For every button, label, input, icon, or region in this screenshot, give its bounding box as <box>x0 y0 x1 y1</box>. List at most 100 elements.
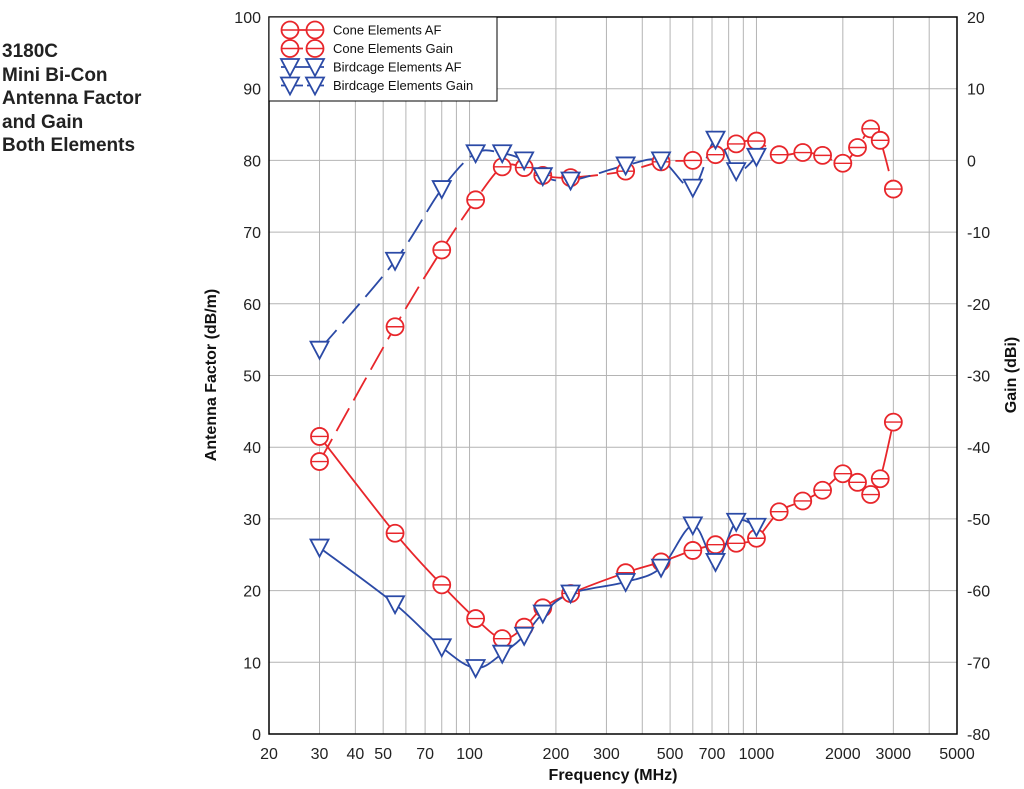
series-point-2 <box>385 317 405 337</box>
series-point-2 <box>747 131 766 151</box>
series-point-1 <box>466 609 486 628</box>
y-tick-label-right: -70 <box>967 655 990 672</box>
legend-label: Cone Elements Gain <box>333 41 453 56</box>
x-tick-label: 3000 <box>876 746 912 763</box>
series-point-3 <box>532 604 554 625</box>
series-point-2 <box>432 240 452 260</box>
y-tick-label-right: -20 <box>967 297 990 314</box>
series-point-3 <box>560 584 582 605</box>
series-point-2 <box>883 179 903 199</box>
y-tick-label-right: -60 <box>967 584 990 601</box>
series-markers <box>309 119 903 679</box>
y-tick-label-right: 10 <box>967 82 985 99</box>
series-point-3 <box>705 553 727 573</box>
y-tick-label-left: 20 <box>243 584 261 601</box>
series-point-1 <box>870 469 890 489</box>
series-point-1 <box>848 472 867 492</box>
series-point-4 <box>560 171 582 192</box>
y-tick-label-left: 50 <box>243 369 261 386</box>
y-axis-title-left: Antenna Factor (dB/m) <box>203 289 220 461</box>
series-point-1 <box>861 485 881 504</box>
series-point-1 <box>769 502 789 522</box>
y-tick-label-left: 60 <box>243 297 261 314</box>
series-point-4 <box>513 151 535 172</box>
y-tick-label-left: 100 <box>234 10 261 27</box>
x-tick-label: 200 <box>543 746 570 763</box>
x-tick-label: 70 <box>416 746 434 763</box>
y-tick-label-left: 70 <box>243 225 261 242</box>
series-point-2 <box>683 150 703 170</box>
series-point-2 <box>813 145 832 165</box>
legend-marker <box>305 39 325 58</box>
series-point-1 <box>683 541 703 560</box>
series-point-4 <box>745 147 767 168</box>
plot-frame <box>268 16 958 735</box>
series-point-1 <box>492 629 512 649</box>
x-tick-label: 50 <box>374 746 392 763</box>
y-tick-label-left: 30 <box>243 512 261 529</box>
legend-label: Birdcage Elements Gain <box>333 78 473 93</box>
y-tick-label-right: 0 <box>967 153 976 170</box>
series-point-1 <box>833 464 853 484</box>
legend-marker <box>279 76 301 97</box>
series-point-3 <box>725 512 747 533</box>
series-point-4 <box>384 251 406 272</box>
series-point-3 <box>513 626 535 647</box>
series-point-2 <box>870 130 890 150</box>
y-tick-label-right: -50 <box>967 512 990 529</box>
y-tick-label-right: -40 <box>967 440 990 457</box>
series-point-1 <box>793 491 813 511</box>
x-tick-label: 20 <box>260 746 278 763</box>
series-point-4 <box>309 340 331 361</box>
x-tick-label: 1000 <box>739 746 775 763</box>
x-tick-label: 100 <box>456 746 483 763</box>
grid-lines <box>269 16 957 735</box>
y-axis-title-right: Gain (dBi) <box>1003 337 1020 413</box>
series-point-3 <box>491 644 513 665</box>
series-point-4 <box>705 130 727 151</box>
series-point-4 <box>431 180 453 201</box>
series-point-2 <box>726 134 746 154</box>
series-point-3 <box>615 573 637 593</box>
x-tick-label: 2000 <box>825 746 861 763</box>
series-point-1 <box>432 575 452 595</box>
side-title-line: Both Elements <box>2 135 136 156</box>
legend-marker <box>305 20 325 40</box>
series-point-3 <box>431 638 453 659</box>
legend-marker <box>280 20 300 40</box>
legend-marker <box>304 76 326 97</box>
y-tick-label-left: 0 <box>252 727 261 744</box>
y-tick-label-right: -30 <box>967 369 990 386</box>
side-title-line: Mini Bi-Con <box>2 64 108 86</box>
side-title-line: Antenna Factor <box>2 88 142 109</box>
legend-marker <box>280 39 300 58</box>
x-tick-label: 40 <box>346 746 364 763</box>
series-point-3 <box>682 516 704 537</box>
y-tick-label-left: 10 <box>243 655 261 672</box>
series-point-1 <box>310 427 329 446</box>
x-axis-title: Frequency (MHz) <box>549 767 678 784</box>
legend-label: Cone Elements AF <box>333 23 441 38</box>
series-point-4 <box>491 144 513 165</box>
series-point-1 <box>706 535 725 555</box>
series-point-2 <box>492 157 512 177</box>
y-tick-label-right: -80 <box>967 727 990 744</box>
y-tick-label-right: 20 <box>967 10 985 27</box>
series-point-2 <box>310 452 329 471</box>
series-point-2 <box>848 138 867 157</box>
side-title-line: and Gain <box>2 111 84 133</box>
side-title-line: 3180C <box>2 41 58 62</box>
legend: Cone Elements AF Cone Elements Gain Birdca… <box>268 16 498 102</box>
x-tick-label: 30 <box>311 746 329 763</box>
x-tick-label: 500 <box>657 746 684 763</box>
x-tick-label: 300 <box>593 746 620 763</box>
series-point-2 <box>833 153 853 173</box>
x-tick-label: 700 <box>699 746 726 763</box>
series-point-2 <box>466 190 486 210</box>
series-point-1 <box>883 412 903 432</box>
legend-label: Birdcage Elements AF <box>333 60 462 75</box>
legend-marker <box>304 58 326 78</box>
y-tick-label-left: 90 <box>243 82 261 99</box>
series-point-4 <box>615 156 637 177</box>
